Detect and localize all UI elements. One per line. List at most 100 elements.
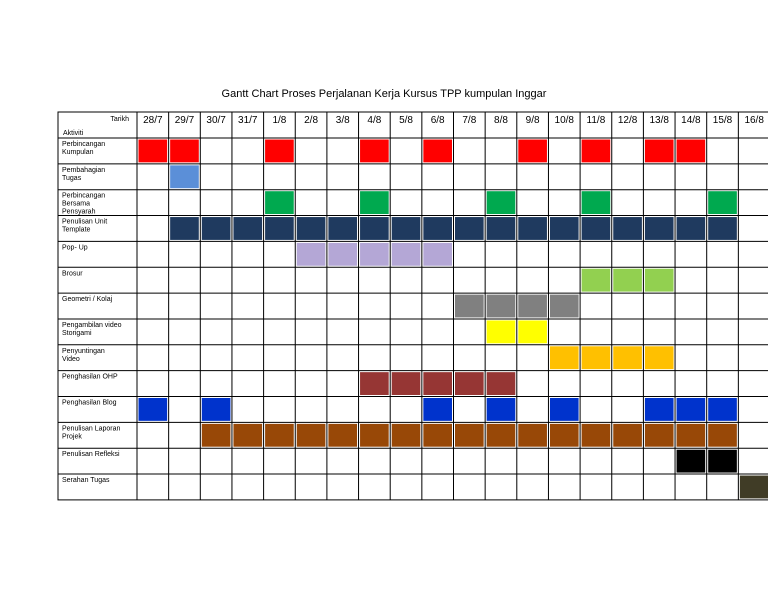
task-cell (581, 268, 611, 292)
task-cell (391, 217, 421, 240)
task-cell (613, 423, 642, 447)
task-cell (676, 217, 706, 240)
task-cell (170, 217, 199, 240)
task-cell (328, 242, 358, 266)
task-cell (391, 423, 421, 447)
task-cell (296, 242, 326, 266)
header-activity-label: Aktiviti (63, 130, 84, 137)
date-header: 9/8 (526, 115, 540, 126)
task-cell (549, 294, 579, 318)
task-cell (265, 139, 294, 163)
task-cell (486, 398, 516, 421)
task-cell (581, 346, 611, 370)
task-label: Pengambilan video Storigami (62, 322, 122, 337)
task-cell (360, 423, 389, 447)
task-label: Perbincangan Bersama Pensyarah (62, 193, 105, 216)
task-cell (644, 423, 674, 447)
task-cell (296, 423, 326, 447)
task-cell (581, 191, 611, 215)
task-cell (644, 346, 674, 370)
task-cell (518, 294, 547, 318)
task-cell (549, 398, 579, 421)
task-cell (518, 423, 547, 447)
task-cell (486, 320, 516, 344)
task-cell (644, 268, 674, 292)
task-label: Penulisan Unit Template (62, 219, 107, 234)
task-cell (455, 423, 484, 447)
task-cell (391, 372, 421, 395)
task-cell (549, 346, 579, 370)
task-cell (138, 398, 168, 421)
task-cell (708, 423, 737, 447)
date-header: 14/8 (681, 115, 701, 126)
task-label: Pembahagian Tugas (62, 167, 105, 182)
task-cell (360, 139, 389, 163)
task-cell (201, 423, 231, 447)
task-cell (455, 217, 484, 240)
task-cell (486, 294, 516, 318)
date-header: 12/8 (618, 115, 638, 126)
task-cell (613, 346, 642, 370)
task-cell (265, 423, 294, 447)
date-header: 7/8 (462, 115, 476, 126)
task-label: Penghasilan OHP (62, 374, 118, 381)
date-header: 2/8 (304, 115, 318, 126)
task-cell (486, 191, 516, 215)
task-cell (360, 242, 389, 266)
task-cell (708, 191, 737, 215)
task-cell (265, 191, 294, 215)
task-label: Penulisan Refleksi (62, 451, 120, 458)
date-header: 1/8 (272, 115, 286, 126)
task-cell (423, 139, 452, 163)
task-cell (455, 372, 484, 395)
task-cell (708, 398, 737, 421)
task-cell (423, 372, 452, 395)
date-header: 30/7 (206, 115, 226, 126)
task-cell (581, 423, 611, 447)
task-cell (265, 217, 294, 240)
task-label: Penyuntingan Video (62, 348, 105, 363)
task-label: Penghasilan Blog (62, 400, 117, 407)
date-header: 5/8 (399, 115, 413, 126)
task-cell (518, 139, 547, 163)
task-cell (423, 217, 452, 240)
task-cell (708, 217, 737, 240)
task-cell (201, 217, 231, 240)
task-cell (170, 139, 199, 163)
date-header: 4/8 (367, 115, 381, 126)
task-cell (138, 139, 168, 163)
task-cell (644, 398, 674, 421)
task-label: Penulisan Laporan Projek (62, 425, 120, 440)
task-cell (328, 217, 358, 240)
date-header: 13/8 (649, 115, 669, 126)
task-cell (581, 217, 611, 240)
table-border (57, 111, 768, 501)
task-cell (518, 320, 547, 344)
date-header: 11/8 (587, 115, 606, 126)
task-cell (296, 217, 326, 240)
task-cell (233, 423, 263, 447)
task-cell (486, 217, 516, 240)
date-header: 3/8 (336, 115, 350, 126)
header-date-label: Tarikh (110, 116, 129, 123)
task-label: Perbincangan Kumpulan (62, 141, 105, 156)
task-label: Pop- Up (62, 244, 88, 251)
date-header: 10/8 (555, 115, 575, 126)
task-cell (644, 139, 674, 163)
task-cell (170, 165, 199, 189)
date-header: 29/7 (175, 115, 195, 126)
task-cell (360, 191, 389, 215)
date-header: 16/8 (744, 115, 764, 126)
task-cell (549, 217, 579, 240)
task-cell (201, 398, 231, 421)
task-cell (613, 268, 642, 292)
task-label: Geometri / Kolaj (62, 296, 113, 303)
date-header: 15/8 (713, 115, 733, 126)
task-cell (708, 449, 737, 473)
task-cell (360, 217, 389, 240)
task-cell (486, 423, 516, 447)
task-cell (233, 217, 263, 240)
task-cell (676, 449, 706, 473)
task-cell (328, 423, 358, 447)
